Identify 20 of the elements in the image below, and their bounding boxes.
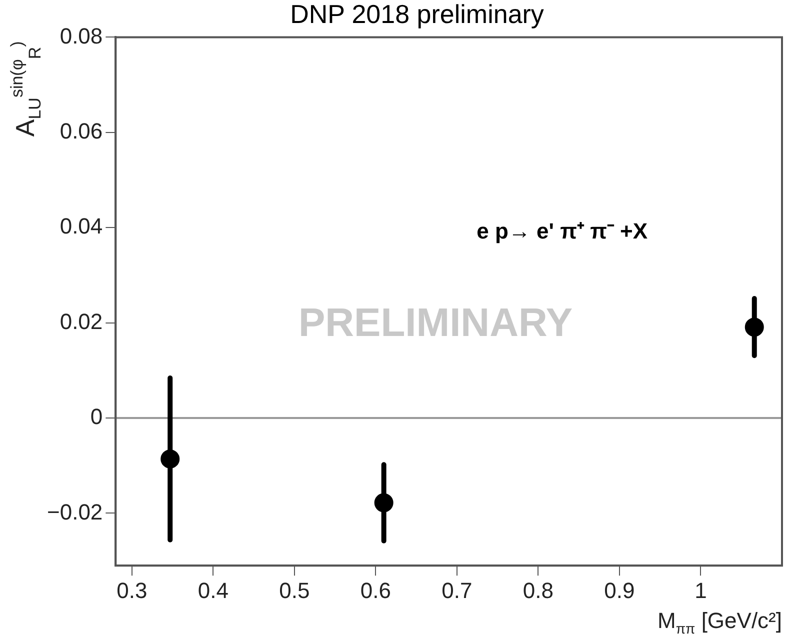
x-tick-label: 0.4: [198, 578, 228, 603]
y-tick-label: 0.08: [60, 23, 103, 48]
y-tick-label: 0.06: [60, 118, 103, 144]
y-axis-title: ALUsin(φR): [7, 41, 44, 137]
chart-title: DNP 2018 preliminary: [290, 0, 544, 29]
point: [160, 449, 180, 468]
y-tick-label: 0.04: [60, 214, 103, 239]
x-tick-label: 0.5: [279, 578, 310, 603]
x-tick-label: 0.6: [360, 578, 391, 603]
point: [374, 493, 394, 512]
y-tick-label: 0: [90, 404, 103, 430]
annotation: e p→ e' π⁺ π⁻ +X: [476, 218, 648, 244]
y-tick-label: 0.02: [60, 308, 103, 334]
y-tick-label: −0.02: [46, 499, 103, 524]
x-tick-label: 0.7: [442, 578, 472, 603]
x-tick-label: 1: [694, 578, 707, 603]
x-tick-label: 0.3: [116, 578, 148, 603]
x-tick-label: 0.8: [522, 578, 554, 603]
x-tick-label: 0.9: [604, 578, 635, 603]
point: [744, 318, 764, 337]
